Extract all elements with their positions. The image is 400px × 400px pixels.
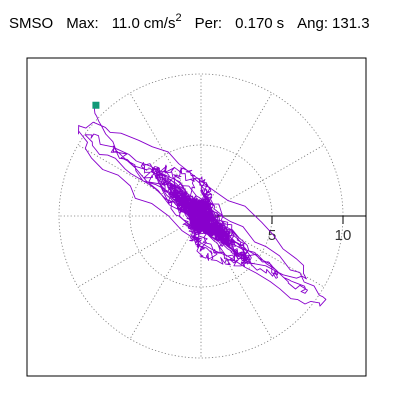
- max-unit-exponent: 2: [175, 12, 182, 24]
- motion-trace: [78, 104, 327, 307]
- angle-label: Ang:: [297, 15, 329, 32]
- max-unit: cm/s2: [143, 12, 182, 33]
- motion-trace-line: [78, 104, 327, 307]
- peak-marker-group: [92, 101, 100, 109]
- max-label: Max:: [66, 15, 99, 32]
- max-value: 11.0: [111, 15, 140, 32]
- radial-tick-label-5: 5: [268, 227, 276, 244]
- period-unit: s: [276, 15, 285, 32]
- grid-spoke-210: [77, 215, 202, 288]
- peak-point-marker: [92, 101, 100, 109]
- station-label: SMSO: [9, 15, 54, 32]
- angle-value: 131.3: [332, 15, 370, 32]
- radial-tick-label-10: 10: [335, 227, 352, 244]
- radial-axis: 5 10: [201, 215, 366, 244]
- grid-spoke-240: [129, 215, 202, 340]
- period-label: Per:: [194, 15, 223, 32]
- header: SMSO Max: 11.0 cm/s2 Per: 0.170 s Ang: 131.3: [9, 12, 370, 33]
- period-value: 0.170: [235, 15, 273, 32]
- plot-frame: [26, 57, 367, 377]
